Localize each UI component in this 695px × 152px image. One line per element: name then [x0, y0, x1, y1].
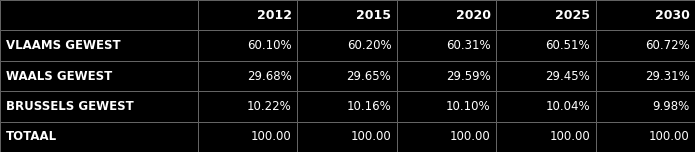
Bar: [297, 30, 397, 61]
Bar: [496, 61, 596, 91]
Bar: [596, 30, 695, 61]
Text: 29.59%: 29.59%: [446, 69, 491, 83]
Text: 10.22%: 10.22%: [247, 100, 292, 113]
Bar: [596, 122, 695, 152]
Text: 29.45%: 29.45%: [546, 69, 590, 83]
Bar: [198, 0, 297, 30]
Text: 100.00: 100.00: [350, 130, 391, 143]
Bar: [297, 122, 397, 152]
Text: VLAAMS GEWEST: VLAAMS GEWEST: [6, 39, 120, 52]
Bar: [397, 30, 496, 61]
Bar: [0, 61, 198, 91]
Text: 100.00: 100.00: [549, 130, 590, 143]
Bar: [496, 122, 596, 152]
Text: 100.00: 100.00: [648, 130, 689, 143]
Bar: [0, 91, 198, 122]
Bar: [496, 0, 596, 30]
Bar: [198, 30, 297, 61]
Text: 10.10%: 10.10%: [446, 100, 491, 113]
Text: 60.31%: 60.31%: [446, 39, 491, 52]
Text: 60.20%: 60.20%: [347, 39, 391, 52]
Text: 9.98%: 9.98%: [652, 100, 689, 113]
Bar: [397, 0, 496, 30]
Bar: [496, 91, 596, 122]
Text: 10.04%: 10.04%: [546, 100, 590, 113]
Bar: [0, 30, 198, 61]
Text: 100.00: 100.00: [450, 130, 491, 143]
Bar: [596, 61, 695, 91]
Text: 29.31%: 29.31%: [645, 69, 689, 83]
Text: 2025: 2025: [555, 9, 590, 22]
Bar: [297, 0, 397, 30]
Text: TOTAAL: TOTAAL: [6, 130, 57, 143]
Text: 29.65%: 29.65%: [347, 69, 391, 83]
Bar: [297, 91, 397, 122]
Bar: [0, 0, 198, 30]
Bar: [496, 30, 596, 61]
Bar: [397, 122, 496, 152]
Text: 29.68%: 29.68%: [247, 69, 292, 83]
Bar: [198, 91, 297, 122]
Bar: [198, 122, 297, 152]
Text: 2015: 2015: [357, 9, 391, 22]
Text: 10.16%: 10.16%: [347, 100, 391, 113]
Text: 60.51%: 60.51%: [546, 39, 590, 52]
Bar: [198, 61, 297, 91]
Text: 2030: 2030: [655, 9, 689, 22]
Text: 100.00: 100.00: [251, 130, 292, 143]
Bar: [297, 61, 397, 91]
Text: 60.72%: 60.72%: [645, 39, 689, 52]
Text: 2012: 2012: [257, 9, 292, 22]
Text: 2020: 2020: [456, 9, 491, 22]
Text: BRUSSELS GEWEST: BRUSSELS GEWEST: [6, 100, 133, 113]
Bar: [0, 122, 198, 152]
Bar: [596, 0, 695, 30]
Text: 60.10%: 60.10%: [247, 39, 292, 52]
Text: WAALS GEWEST: WAALS GEWEST: [6, 69, 112, 83]
Bar: [397, 91, 496, 122]
Bar: [397, 61, 496, 91]
Bar: [596, 91, 695, 122]
